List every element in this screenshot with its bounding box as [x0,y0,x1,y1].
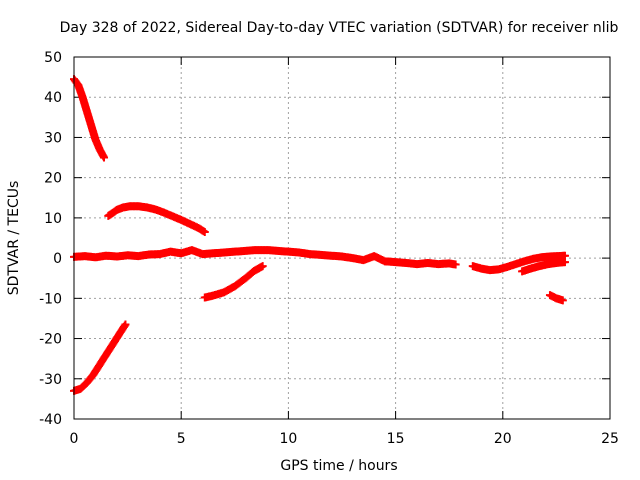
plot-frame [73,56,611,420]
x-tick-label: 15 [387,431,405,447]
series-track-6 [468,251,569,275]
y-axis-ticks: -40 -30 -20 -10 0 10 20 30 40 50 [39,50,610,428]
series-track-1 [70,75,109,162]
y-tick-label: -30 [39,372,62,388]
y-tick-label: -10 [39,291,62,307]
x-axis-label: GPS time / hours [280,458,397,474]
data-point [451,260,460,269]
x-tick-label: 5 [177,431,186,447]
grid [74,57,610,419]
y-tick-label: -20 [39,332,62,348]
series-track-4 [200,262,267,302]
data-point [200,227,209,236]
x-tick-label: 10 [279,431,297,447]
y-tick-label: 50 [44,50,62,66]
series-track-2 [104,202,209,236]
data-point [121,320,130,329]
series-track-8 [545,291,567,305]
x-tick-label: 25 [601,431,619,447]
y-tick-label: 40 [44,90,62,106]
data-points [70,75,569,395]
x-axis-ticks: 0 5 10 15 20 25 [70,57,619,447]
y-tick-label: 30 [44,130,62,146]
y-tick-label: -40 [39,412,62,428]
x-tick-label: 20 [494,431,512,447]
data-point [558,296,567,305]
series-track-3 [70,246,460,269]
x-tick-label: 0 [70,431,79,447]
data-point [560,258,569,267]
series-track-7 [518,258,569,276]
y-tick-label: 20 [44,171,62,187]
data-point [100,153,109,162]
chart-title: Day 328 of 2022, Sidereal Day-to-day VTE… [60,20,619,36]
y-tick-label: 0 [53,251,62,267]
data-point [258,262,267,271]
y-tick-label: 10 [44,211,62,227]
y-axis-label: SDTVAR / TECUs [6,181,22,296]
series-track-5 [70,320,130,395]
